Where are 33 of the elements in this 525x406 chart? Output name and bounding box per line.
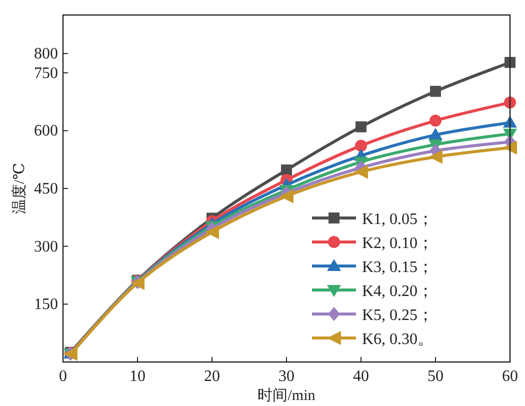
y-tick-label: 300 [34,238,58,256]
legend-label: K6, 0.30。 [362,331,434,348]
point [504,56,516,68]
y-tick-label: 600 [34,122,58,140]
legend-label: K5, 0.25； [362,307,434,324]
x-tick-label: 40 [353,368,369,385]
y-axis-title: 温度/℃ [11,163,28,214]
y-tick-label: 750 [34,64,58,82]
y-tick-label: 150 [34,296,58,314]
legend-label: K4, 0.20； [362,283,434,300]
x-tick-label: 50 [428,368,444,385]
x-axis-title: 时间/min [258,387,316,404]
legend-label: K3, 0.15； [362,259,434,276]
point [205,225,219,240]
y-tick-label: 800 [34,46,58,63]
point [281,164,292,176]
point [355,140,367,152]
x-tick-label: 0 [59,368,67,385]
point [354,164,368,179]
point [430,114,442,127]
point [430,86,441,97]
legend-label: K2, 0.10； [362,235,434,252]
x-tick-label: 30 [278,368,294,385]
legend-label: K1, 0.05； [362,211,434,228]
point [428,128,442,140]
x-tick-label: 20 [204,368,220,385]
point [356,121,366,132]
point [280,189,294,204]
x-tick-label: 10 [130,368,146,385]
point [428,150,442,164]
y-tick-label: 450 [34,180,58,198]
x-tick-label: 60 [502,368,518,385]
point [503,140,517,155]
